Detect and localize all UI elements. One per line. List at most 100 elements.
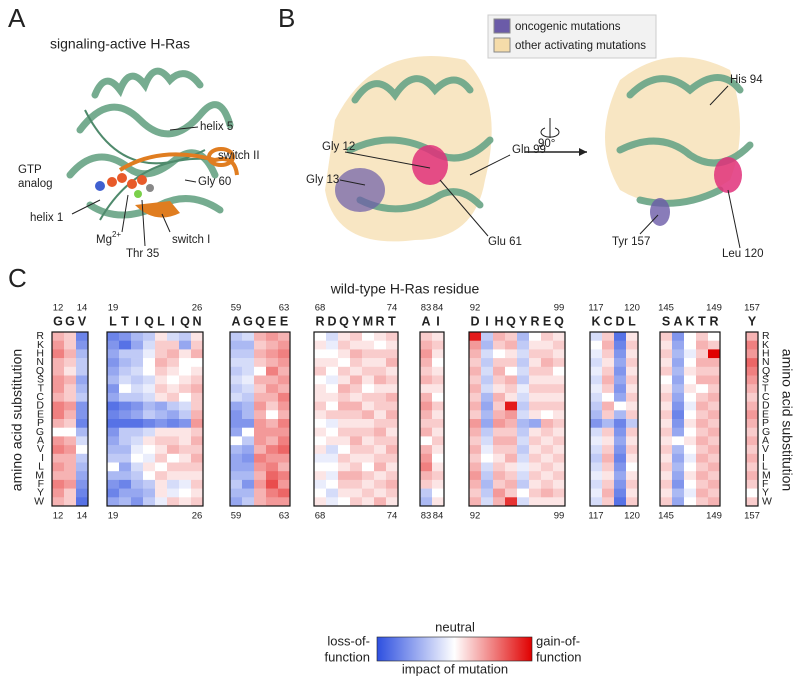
heatmap-cell — [278, 384, 291, 394]
heatmap-cell — [529, 471, 542, 481]
heatmap-cell — [420, 462, 433, 472]
heatmap-cell — [338, 366, 351, 376]
heatmap-cell — [660, 375, 673, 385]
heatmap-cell — [338, 462, 351, 472]
heatmap-cell — [672, 453, 685, 463]
heatmap-cell — [143, 427, 156, 437]
heatmap-cell — [266, 366, 279, 376]
heatmap-cell — [529, 436, 542, 446]
heatmap-cell — [590, 445, 603, 455]
heatmap-cell — [107, 427, 120, 437]
row-label: H — [762, 348, 770, 360]
heatmap-cell — [696, 471, 709, 481]
heatmap-cell — [481, 401, 494, 411]
residue-number: 14 — [77, 511, 88, 522]
structure-a — [66, 67, 239, 221]
heatmap-cell — [278, 488, 291, 498]
heatmap-cell — [131, 332, 144, 341]
residue-number: 99 — [554, 511, 565, 522]
heatmap-cell — [481, 488, 494, 498]
heatmap-cell — [155, 392, 168, 402]
heatmap-cell — [326, 349, 339, 359]
heatmap-cell — [517, 410, 530, 420]
heatmap-cell — [242, 392, 255, 402]
heatmap-cell — [746, 453, 759, 463]
heatmap-cell — [362, 436, 375, 446]
heatmap-cell — [469, 462, 482, 472]
residue-label: Y — [352, 314, 361, 328]
heatmap-cell — [432, 419, 445, 428]
heatmap-cell — [143, 453, 156, 463]
heatmap-cell — [708, 358, 721, 368]
heatmap-cell — [614, 375, 627, 385]
heatmap-cell — [254, 497, 267, 507]
heatmap-cell — [76, 453, 89, 463]
heatmap-cell — [746, 375, 759, 385]
heatmap-cell — [481, 332, 494, 341]
heatmap-cell — [242, 427, 255, 437]
heatmap-cell — [350, 340, 363, 350]
heatmap-cell — [350, 410, 363, 420]
heatmap-cell — [254, 419, 267, 428]
residue-label: A — [421, 314, 430, 328]
heatmap-cell — [191, 401, 204, 411]
heatmap-cell — [167, 392, 180, 402]
heatmap-cell — [469, 340, 482, 350]
heatmap-cell — [64, 497, 77, 507]
heatmap-cell — [326, 445, 339, 455]
panel-label: B — [278, 3, 295, 33]
colorbar-label: impact of mutation — [402, 661, 508, 676]
residue-number: 19 — [108, 511, 119, 522]
heatmap-cell — [242, 375, 255, 385]
row-label: Q — [36, 365, 44, 377]
heatmap-cell — [314, 462, 327, 472]
heatmap-cell — [254, 392, 267, 402]
heatmap-cell — [386, 358, 399, 368]
heatmap-cell — [541, 332, 554, 341]
heatmap-cell — [672, 358, 685, 368]
heatmap-cell — [107, 384, 120, 394]
heatmap-cell — [326, 479, 339, 489]
heatmap-cell — [179, 427, 192, 437]
heatmap-cell — [505, 384, 518, 394]
heatmap-cell — [660, 471, 673, 481]
residue-label: D — [470, 314, 479, 328]
residue-label: I — [436, 314, 439, 328]
residue-number: 120 — [624, 511, 640, 522]
heatmap-cell — [230, 340, 243, 350]
heatmap-cell — [517, 462, 530, 472]
heatmap-cell — [517, 445, 530, 455]
heatmap-cell — [432, 366, 445, 376]
colorbar-label: function — [536, 649, 582, 664]
heatmap-cell — [314, 349, 327, 359]
row-label: T — [762, 382, 769, 394]
heatmap-cell — [469, 392, 482, 402]
heatmap-cell — [314, 497, 327, 507]
heatmap-cell — [314, 479, 327, 489]
heatmap-cell — [326, 410, 339, 420]
heatmap-cell — [76, 366, 89, 376]
row-label: C — [36, 391, 44, 403]
heatmap-cell — [191, 375, 204, 385]
heatmap-cell — [672, 349, 685, 359]
annotation: Glu 61 — [488, 236, 522, 248]
heatmap-cell — [505, 366, 518, 376]
heatmap-cell — [708, 366, 721, 376]
heatmap-cell — [362, 340, 375, 350]
heatmap-cell — [386, 471, 399, 481]
heatmap-cell — [155, 384, 168, 394]
residue-number: 84 — [433, 511, 444, 522]
residue-label: E — [268, 314, 276, 328]
heatmap-cell — [517, 392, 530, 402]
block-frame — [313, 331, 399, 507]
heatmap-cell — [76, 436, 89, 446]
heatmap-cell — [119, 419, 132, 428]
heatmap-cell — [362, 479, 375, 489]
heatmap-cell — [230, 419, 243, 428]
row-label: Q — [762, 365, 770, 377]
heatmap-cell — [350, 419, 363, 428]
heatmap-cell — [432, 410, 445, 420]
heatmap-cell — [179, 445, 192, 455]
heatmap-cell — [684, 366, 697, 376]
heatmap-cell — [143, 497, 156, 507]
